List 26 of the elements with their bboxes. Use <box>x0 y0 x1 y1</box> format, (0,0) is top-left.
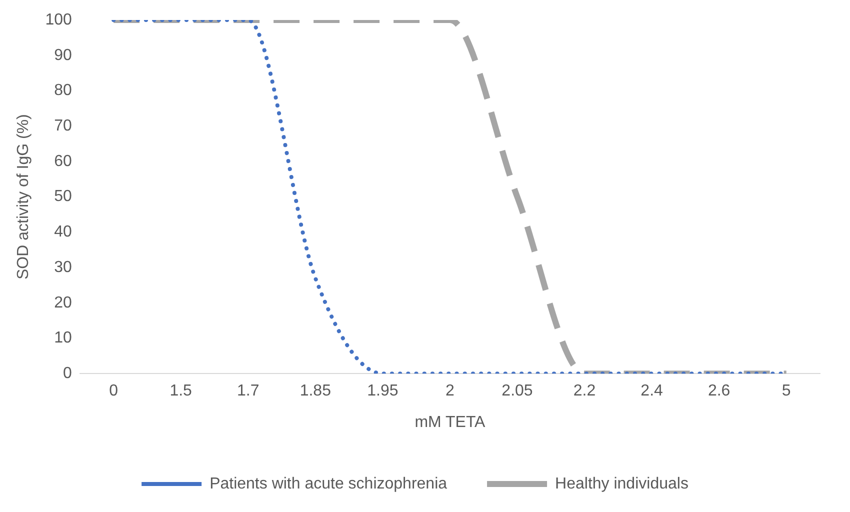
x-tick-label: 2.4 <box>640 382 664 400</box>
y-axis-title: SOD activity of IgG (%) <box>15 114 32 280</box>
y-tick-label: 70 <box>54 117 72 134</box>
x-tick-label: 5 <box>782 382 791 400</box>
x-tick-label: 1.5 <box>170 382 192 400</box>
legend-label: Healthy individuals <box>555 475 688 492</box>
y-tick-label: 90 <box>54 46 72 64</box>
y-tick-label: 0 <box>62 365 72 382</box>
x-tick-label: 2 <box>445 382 454 400</box>
x-tick-label: 2.05 <box>502 382 533 400</box>
x-tick-label: 2.6 <box>708 382 730 400</box>
y-tick-label: 60 <box>54 152 72 170</box>
y-tick-label: 80 <box>54 82 72 100</box>
y-tick-label: 40 <box>54 224 72 241</box>
x-tick-label: 1.85 <box>300 382 332 400</box>
y-tick-label: 50 <box>54 188 72 206</box>
x-tick-label: 0 <box>109 382 118 400</box>
x-tick-label: 1.95 <box>367 382 398 400</box>
y-tick-label: 20 <box>54 294 72 312</box>
x-tick-label: 1.7 <box>236 382 260 400</box>
y-tick-label: 100 <box>45 11 72 28</box>
legend-label: Patients with acute schizophrenia <box>210 475 448 492</box>
y-tick-label: 30 <box>54 258 72 276</box>
y-tick-label: 10 <box>54 330 72 347</box>
x-axis-title: mM TETA <box>414 414 486 431</box>
x-tick-label: 2.2 <box>573 382 596 400</box>
